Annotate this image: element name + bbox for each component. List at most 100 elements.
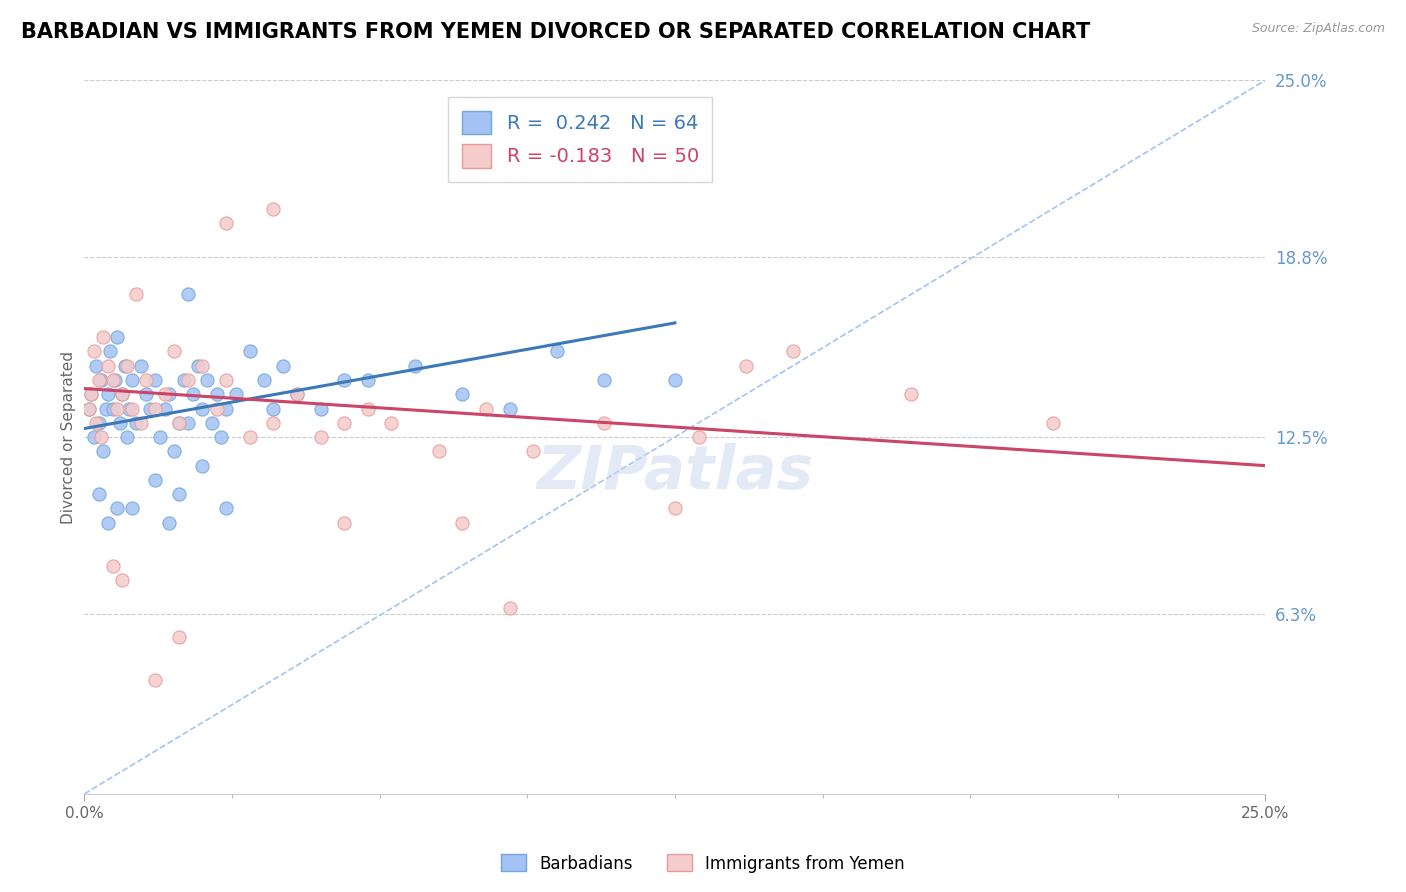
Point (209, 430, 232, 444)
Point (285, 387, 308, 401)
Point (97, 387, 120, 401)
Point (143, 673, 166, 687)
Point (125, 287, 148, 301)
Point (195, 373, 218, 387)
Point (114, 359, 136, 373)
Point (173, 373, 195, 387)
Point (94, 401, 117, 416)
Point (83, 430, 105, 444)
Point (201, 416, 224, 430)
Point (498, 401, 520, 416)
Point (163, 344, 186, 359)
Point (107, 401, 129, 416)
Point (262, 416, 284, 430)
Point (143, 373, 166, 387)
Point (83, 344, 105, 359)
Text: BARBADIAN VS IMMIGRANTS FROM YEMEN DIVORCED OR SEPARATED CORRELATION CHART: BARBADIAN VS IMMIGRANTS FROM YEMEN DIVOR… (21, 22, 1090, 42)
Point (101, 558, 124, 573)
Point (90, 373, 112, 387)
Point (135, 373, 157, 387)
Point (135, 387, 157, 401)
Point (177, 373, 200, 387)
Point (333, 416, 356, 430)
Point (177, 287, 200, 301)
Point (593, 416, 616, 430)
Point (91, 330, 114, 344)
Point (115, 430, 138, 444)
Point (900, 387, 922, 401)
Point (253, 373, 276, 387)
Point (143, 473, 166, 487)
Point (77, 401, 100, 416)
Text: ZIPatlas: ZIPatlas (536, 443, 814, 502)
Point (191, 401, 214, 416)
Point (215, 401, 238, 416)
Point (1042, 416, 1064, 430)
Point (664, 501, 686, 516)
Point (664, 373, 686, 387)
Point (111, 573, 134, 587)
Point (107, 330, 129, 344)
Point (104, 373, 127, 387)
Point (187, 359, 209, 373)
Point (91, 444, 114, 458)
Point (215, 216, 238, 230)
Point (215, 501, 238, 516)
Point (111, 387, 134, 401)
Point (129, 416, 152, 430)
Point (225, 387, 247, 401)
Point (285, 387, 308, 401)
Point (380, 416, 402, 430)
Point (167, 487, 190, 501)
Point (262, 401, 284, 416)
Point (498, 601, 520, 615)
Legend: Barbadians, Immigrants from Yemen: Barbadians, Immigrants from Yemen (495, 847, 911, 880)
Point (404, 359, 426, 373)
Point (546, 344, 568, 359)
Point (205, 387, 228, 401)
Point (143, 401, 166, 416)
Point (271, 359, 294, 373)
Point (125, 416, 148, 430)
Point (239, 430, 262, 444)
Point (87, 416, 110, 430)
Point (153, 401, 176, 416)
Legend: R =  0.242   N = 64, R = -0.183   N = 50: R = 0.242 N = 64, R = -0.183 N = 50 (449, 97, 713, 182)
Point (357, 401, 380, 416)
Point (111, 387, 134, 401)
Point (262, 202, 284, 216)
Point (167, 416, 190, 430)
Point (149, 430, 172, 444)
Point (98, 344, 121, 359)
Point (84, 359, 107, 373)
Point (97, 359, 120, 373)
Point (451, 516, 474, 530)
Point (153, 387, 176, 401)
Point (157, 516, 180, 530)
Point (593, 373, 616, 387)
Point (80, 387, 103, 401)
Y-axis label: Divorced or Separated: Divorced or Separated (60, 351, 76, 524)
Point (181, 387, 204, 401)
Text: Source: ZipAtlas.com: Source: ZipAtlas.com (1251, 22, 1385, 36)
Point (333, 373, 356, 387)
Point (333, 516, 356, 530)
Point (129, 359, 152, 373)
Point (688, 430, 710, 444)
Point (101, 373, 124, 387)
Point (215, 373, 238, 387)
Point (139, 401, 162, 416)
Point (191, 458, 214, 473)
Point (782, 344, 804, 359)
Point (167, 630, 190, 644)
Point (177, 416, 200, 430)
Point (309, 430, 332, 444)
Point (522, 444, 544, 458)
Point (87, 487, 110, 501)
Point (115, 359, 138, 373)
Point (77, 401, 100, 416)
Point (157, 387, 180, 401)
Point (451, 387, 474, 401)
Point (205, 401, 228, 416)
Point (121, 401, 143, 416)
